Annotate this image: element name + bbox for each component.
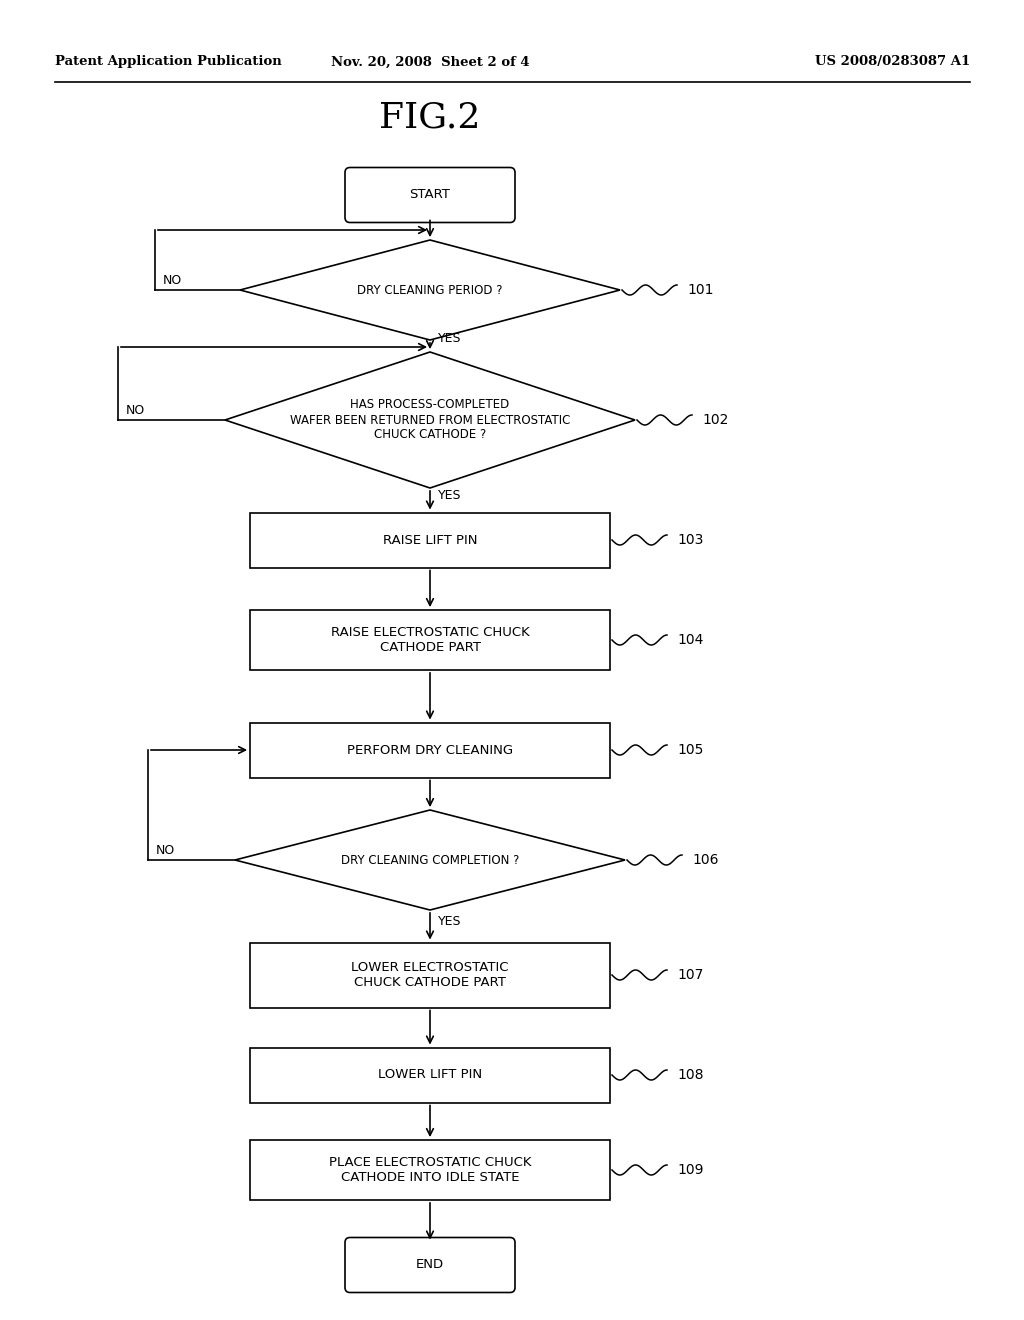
Text: NO: NO xyxy=(126,404,145,417)
Text: 105: 105 xyxy=(677,743,703,756)
FancyBboxPatch shape xyxy=(345,168,515,223)
Text: 106: 106 xyxy=(692,853,719,867)
Polygon shape xyxy=(240,240,620,341)
Text: Nov. 20, 2008  Sheet 2 of 4: Nov. 20, 2008 Sheet 2 of 4 xyxy=(331,55,529,69)
Polygon shape xyxy=(234,810,625,909)
Text: YES: YES xyxy=(438,488,462,502)
Bar xyxy=(250,942,610,1007)
Text: RAISE LIFT PIN: RAISE LIFT PIN xyxy=(383,533,477,546)
Text: FIG.2: FIG.2 xyxy=(379,102,480,135)
Text: 109: 109 xyxy=(677,1163,703,1177)
Text: RAISE ELECTROSTATIC CHUCK
CATHODE PART: RAISE ELECTROSTATIC CHUCK CATHODE PART xyxy=(331,626,529,653)
Bar xyxy=(250,1140,610,1200)
Text: START: START xyxy=(410,189,451,202)
Text: 103: 103 xyxy=(677,533,703,546)
Bar xyxy=(250,722,610,777)
Text: 107: 107 xyxy=(677,968,703,982)
FancyBboxPatch shape xyxy=(345,1238,515,1292)
Text: HAS PROCESS-COMPLETED
WAFER BEEN RETURNED FROM ELECTROSTATIC
CHUCK CATHODE ?: HAS PROCESS-COMPLETED WAFER BEEN RETURNE… xyxy=(290,399,570,441)
Text: NO: NO xyxy=(156,843,175,857)
Text: PERFORM DRY CLEANING: PERFORM DRY CLEANING xyxy=(347,743,513,756)
Polygon shape xyxy=(225,352,635,488)
Text: YES: YES xyxy=(438,331,462,345)
Text: 101: 101 xyxy=(687,282,714,297)
Text: US 2008/0283087 A1: US 2008/0283087 A1 xyxy=(815,55,970,69)
Text: LOWER LIFT PIN: LOWER LIFT PIN xyxy=(378,1068,482,1081)
Bar xyxy=(250,512,610,568)
Text: LOWER ELECTROSTATIC
CHUCK CATHODE PART: LOWER ELECTROSTATIC CHUCK CATHODE PART xyxy=(351,961,509,989)
Text: PLACE ELECTROSTATIC CHUCK
CATHODE INTO IDLE STATE: PLACE ELECTROSTATIC CHUCK CATHODE INTO I… xyxy=(329,1156,531,1184)
Text: Patent Application Publication: Patent Application Publication xyxy=(55,55,282,69)
Text: 108: 108 xyxy=(677,1068,703,1082)
Text: YES: YES xyxy=(438,915,462,928)
Bar xyxy=(250,610,610,671)
Text: END: END xyxy=(416,1258,444,1271)
Text: 104: 104 xyxy=(677,634,703,647)
Text: DRY CLEANING COMPLETION ?: DRY CLEANING COMPLETION ? xyxy=(341,854,519,866)
Bar xyxy=(250,1048,610,1102)
Text: NO: NO xyxy=(163,273,182,286)
Text: 102: 102 xyxy=(702,413,728,426)
Text: DRY CLEANING PERIOD ?: DRY CLEANING PERIOD ? xyxy=(357,284,503,297)
